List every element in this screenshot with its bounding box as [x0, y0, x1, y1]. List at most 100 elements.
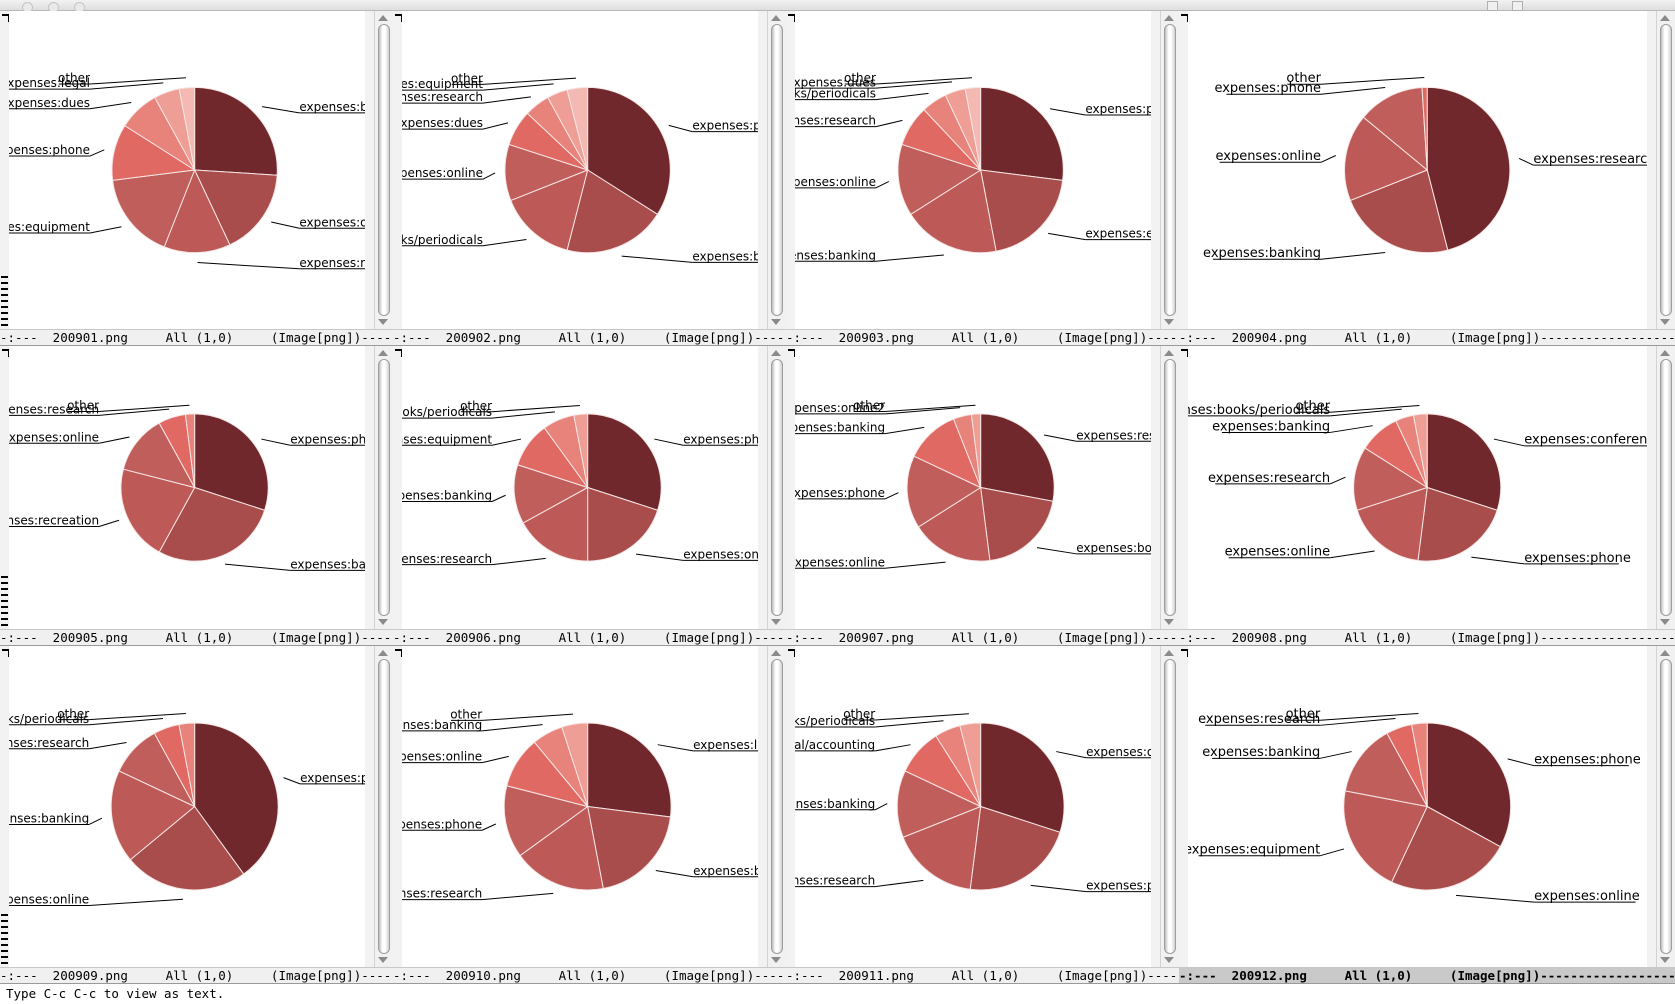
vertical-scrollbar[interactable]	[1656, 646, 1675, 967]
emacs-window-200908[interactable]: expenses:conferenceexpenses:phoneexpense…	[1179, 346, 1675, 646]
pie-label-group: expenses:phone	[795, 486, 899, 500]
pie-label-group: expenses:equipment	[1048, 227, 1151, 241]
buffer-area[interactable]: expenses:phoneexpenses:onlineexpenses:eq…	[1179, 646, 1675, 967]
vertical-scrollbar[interactable]	[1160, 346, 1179, 629]
scrollbar-thumb[interactable]	[378, 359, 390, 616]
mode-line[interactable]: -:--- 200908.png All (1,0) (Image[png])-…	[1179, 629, 1675, 646]
image-canvas: expenses:phoneexpenses:onlineexpenses:re…	[402, 346, 758, 629]
emacs-window-200909[interactable]: expenses:phoneexpenses:onlineexpenses:ba…	[0, 646, 393, 984]
mode-line[interactable]: -:--- 200902.png All (1,0) (Image[png])-…	[393, 329, 786, 346]
mode-line[interactable]: -:--- 200901.png All (1,0) (Image[png])-…	[0, 329, 393, 346]
image-canvas: expenses:researchexpenses:books/periodic…	[795, 346, 1151, 629]
vertical-scrollbar[interactable]	[1160, 11, 1179, 329]
scroll-down-arrow-icon[interactable]	[771, 619, 781, 625]
pie-label-leader	[875, 713, 969, 721]
scroll-down-arrow-icon[interactable]	[378, 957, 388, 963]
buffer-area[interactable]: expenses:bankingexpenses:onlineexpenses:…	[0, 11, 393, 329]
vertical-scrollbar[interactable]	[1656, 346, 1675, 629]
scroll-down-arrow-icon[interactable]	[1164, 957, 1174, 963]
buffer-area[interactable]: expenses:phoneexpenses:bankingexpenses:b…	[393, 11, 786, 329]
pie-label-group: expenses:research	[795, 114, 903, 128]
emacs-toolbar[interactable]	[0, 0, 1675, 13]
mode-line[interactable]: -:--- 200906.png All (1,0) (Image[png])-…	[393, 629, 786, 646]
scroll-up-arrow-icon[interactable]	[1660, 15, 1670, 21]
vertical-scrollbar[interactable]	[374, 646, 393, 967]
pie-chart: expenses:phoneexpenses:onlineexpenses:eq…	[1188, 707, 1641, 904]
mode-line[interactable]: -:--- 200903.png All (1,0) (Image[png])-…	[786, 329, 1179, 346]
buffer-area[interactable]: expenses:phoneexpenses:bankingexpenses:r…	[0, 346, 393, 629]
scrollbar-thumb[interactable]	[378, 659, 390, 954]
buffer-area[interactable]: expenses:conferenceexpenses:phoneexpense…	[1179, 346, 1675, 629]
scrollbar-thumb[interactable]	[1660, 24, 1672, 316]
mode-line[interactable]: -:--- 200907.png All (1,0) (Image[png])-…	[786, 629, 1179, 646]
emacs-window-200904[interactable]: expenses:researchexpenses:bankingexpense…	[1179, 11, 1675, 346]
vertical-scrollbar[interactable]	[1160, 646, 1179, 967]
scroll-up-arrow-icon[interactable]	[378, 15, 388, 21]
emacs-window-200907[interactable]: expenses:researchexpenses:books/periodic…	[786, 346, 1179, 646]
scrollbar-thumb[interactable]	[378, 24, 390, 316]
scroll-down-arrow-icon[interactable]	[1660, 319, 1670, 325]
scroll-up-arrow-icon[interactable]	[1164, 650, 1174, 656]
scrollbar-thumb[interactable]	[1164, 659, 1176, 954]
pie-label-leader	[875, 720, 944, 728]
fringe-dash-icon	[1, 324, 8, 326]
scroll-up-arrow-icon[interactable]	[1164, 15, 1174, 21]
buffer-area[interactable]: expenses:legal/accountingexpenses:books/…	[393, 646, 786, 967]
pie-label-group: expenses:research	[402, 90, 531, 104]
scroll-down-arrow-icon[interactable]	[378, 319, 388, 325]
scroll-down-arrow-icon[interactable]	[1660, 619, 1670, 625]
scroll-up-arrow-icon[interactable]	[378, 650, 388, 656]
emacs-window-200903[interactable]: expenses:phoneexpenses:equipmentexpenses…	[786, 11, 1179, 346]
scroll-up-arrow-icon[interactable]	[378, 350, 388, 356]
pie-label-leader	[224, 563, 291, 571]
pie-label-leader	[1320, 848, 1345, 857]
scroll-down-arrow-icon[interactable]	[378, 619, 388, 625]
scroll-up-arrow-icon[interactable]	[771, 350, 781, 356]
scroll-down-arrow-icon[interactable]	[1164, 319, 1174, 325]
scroll-up-arrow-icon[interactable]	[771, 15, 781, 21]
emacs-window-200902[interactable]: expenses:phoneexpenses:bankingexpenses:b…	[393, 11, 786, 346]
scrollbar-thumb[interactable]	[1660, 659, 1672, 954]
scroll-up-arrow-icon[interactable]	[1660, 350, 1670, 356]
vertical-scrollbar[interactable]	[767, 11, 786, 329]
toolbar-extra-icon[interactable]	[1512, 1, 1523, 11]
emacs-window-200911[interactable]: expenses:onlineexpenses:phoneexpenses:re…	[786, 646, 1179, 984]
emacs-window-200901[interactable]: expenses:bankingexpenses:onlineexpenses:…	[0, 11, 393, 346]
scroll-up-arrow-icon[interactable]	[1660, 650, 1670, 656]
emacs-window-200906[interactable]: expenses:phoneexpenses:onlineexpenses:re…	[393, 346, 786, 646]
buffer-area[interactable]: expenses:onlineexpenses:phoneexpenses:re…	[786, 646, 1179, 967]
scroll-down-arrow-icon[interactable]	[1164, 619, 1174, 625]
buffer-area[interactable]: expenses:researchexpenses:books/periodic…	[786, 346, 1179, 629]
vertical-scrollbar[interactable]	[374, 11, 393, 329]
buffer-area[interactable]: expenses:researchexpenses:bankingexpense…	[1179, 11, 1675, 329]
scrollbar-thumb[interactable]	[1660, 359, 1672, 616]
scrollbar-thumb[interactable]	[771, 659, 783, 954]
buffer-area[interactable]: expenses:phoneexpenses:onlineexpenses:ba…	[0, 646, 393, 967]
scroll-up-arrow-icon[interactable]	[1164, 350, 1174, 356]
buffer-area[interactable]: expenses:phoneexpenses:onlineexpenses:re…	[393, 346, 786, 629]
scrollbar-thumb[interactable]	[771, 359, 783, 616]
mode-line[interactable]: -:--- 200910.png All (1,0) (Image[png])-…	[393, 967, 786, 984]
scroll-down-arrow-icon[interactable]	[1660, 957, 1670, 963]
scrollbar-thumb[interactable]	[1164, 24, 1176, 316]
scroll-up-arrow-icon[interactable]	[771, 650, 781, 656]
scroll-down-arrow-icon[interactable]	[771, 957, 781, 963]
pie-slice-label: expenses:research	[402, 552, 492, 566]
mode-line[interactable]: -:--- 200904.png All (1,0) (Image[png])-…	[1179, 329, 1675, 346]
mode-line[interactable]: -:--- 200912.png All (1,0) (Image[png])-…	[1179, 967, 1675, 984]
vertical-scrollbar[interactable]	[767, 646, 786, 967]
emacs-window-200912[interactable]: expenses:phoneexpenses:onlineexpenses:eq…	[1179, 646, 1675, 984]
emacs-window-200905[interactable]: expenses:phoneexpenses:bankingexpenses:r…	[0, 346, 393, 646]
scrollbar-thumb[interactable]	[1164, 359, 1176, 616]
vertical-scrollbar[interactable]	[767, 346, 786, 629]
scrollbar-thumb[interactable]	[771, 24, 783, 316]
buffer-area[interactable]: expenses:phoneexpenses:equipmentexpenses…	[786, 11, 1179, 329]
vertical-scrollbar[interactable]	[1656, 11, 1675, 329]
toolbar-window-icon[interactable]	[1487, 1, 1498, 11]
mode-line[interactable]: -:--- 200909.png All (1,0) (Image[png])-…	[0, 967, 393, 984]
emacs-window-200910[interactable]: expenses:legal/accountingexpenses:books/…	[393, 646, 786, 984]
mode-line[interactable]: -:--- 200911.png All (1,0) (Image[png])-…	[786, 967, 1179, 984]
scroll-down-arrow-icon[interactable]	[771, 319, 781, 325]
vertical-scrollbar[interactable]	[374, 346, 393, 629]
mode-line[interactable]: -:--- 200905.png All (1,0) (Image[png])-…	[0, 629, 393, 646]
